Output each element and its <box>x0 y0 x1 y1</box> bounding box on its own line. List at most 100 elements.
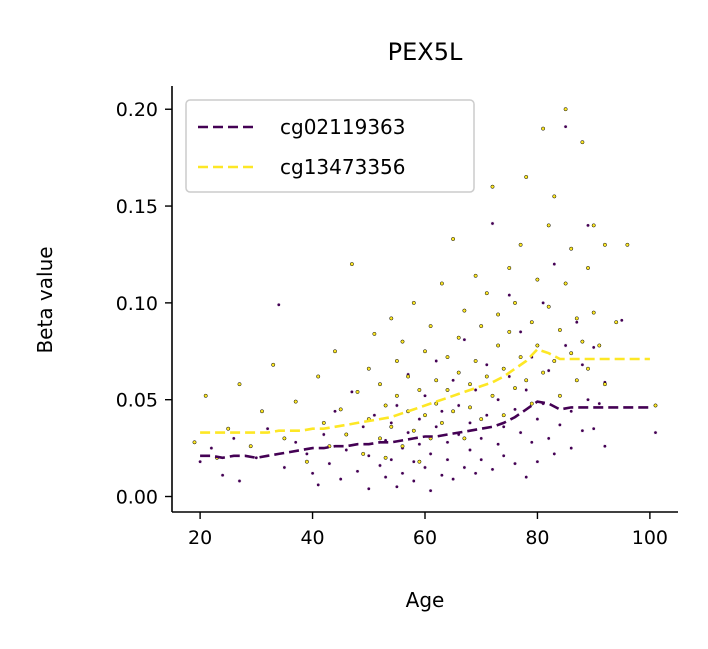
y-tick-label-1: 0.05 <box>116 390 158 412</box>
trend-layer <box>200 347 650 460</box>
data-point-series-2-88 <box>557 393 562 398</box>
data-point-series-2-26 <box>383 455 388 460</box>
data-point-series-1-26 <box>383 475 388 480</box>
data-point-series-1-80 <box>535 417 540 422</box>
legend-label-series-1: cg02119363 <box>280 115 406 139</box>
data-point-series-2-35 <box>411 428 416 433</box>
data-point-series-1-93 <box>569 446 574 451</box>
y-tick-label-2: 0.10 <box>116 293 158 315</box>
data-point-series-2-61 <box>484 374 489 379</box>
data-point-series-2-97 <box>586 266 590 270</box>
data-point-series-2-15 <box>338 407 343 412</box>
data-point-series-2-6 <box>260 409 264 414</box>
data-point-series-2-29 <box>394 359 399 363</box>
data-point-series-2-11 <box>316 374 321 379</box>
data-point-series-1-101 <box>591 345 596 350</box>
data-point-series-2-31 <box>400 444 405 449</box>
data-point-series-2-91 <box>569 351 574 356</box>
data-point-series-1-2 <box>220 473 225 478</box>
data-point-series-1-11 <box>310 471 315 476</box>
data-point-series-2-59 <box>479 417 484 422</box>
data-point-series-1-84 <box>546 436 551 441</box>
data-point-series-2-76 <box>524 378 529 383</box>
data-point-series-1-56 <box>468 448 472 452</box>
data-point-series-2-25 <box>383 403 388 408</box>
data-point-series-2-1 <box>203 393 208 398</box>
data-point-series-2-95 <box>580 140 585 145</box>
data-point-series-2-9 <box>293 399 298 404</box>
data-point-series-1-19 <box>355 469 360 474</box>
data-point-series-1-48 <box>445 440 450 445</box>
data-point-series-1-61 <box>479 457 484 462</box>
data-point-series-2-100 <box>591 223 596 228</box>
data-point-series-2-39 <box>423 349 427 354</box>
data-point-series-1-81 <box>535 459 540 464</box>
data-point-series-2-94 <box>574 378 579 383</box>
data-point-series-2-30 <box>394 393 399 398</box>
data-point-series-2-85 <box>552 359 557 363</box>
data-point-series-1-98 <box>586 223 590 228</box>
data-point-series-2-43 <box>434 378 439 383</box>
data-point-series-1-75 <box>518 329 523 334</box>
data-point-series-2-0 <box>192 440 197 445</box>
data-point-series-1-54 <box>462 465 467 470</box>
data-point-series-2-74 <box>518 242 523 247</box>
data-point-series-1-45 <box>434 359 439 363</box>
data-point-series-1-16 <box>338 477 343 482</box>
data-point-series-1-1 <box>209 446 214 451</box>
data-point-series-1-53 <box>456 403 461 408</box>
data-point-series-1-67 <box>496 397 501 402</box>
data-point-series-1-102 <box>597 401 602 406</box>
data-point-series-2-36 <box>411 300 416 305</box>
data-point-series-1-77 <box>524 388 529 392</box>
data-point-series-1-23 <box>372 413 377 418</box>
data-point-series-1-37 <box>411 479 416 483</box>
data-point-series-1-36 <box>411 459 416 464</box>
data-point-series-1-99 <box>586 397 590 402</box>
data-point-series-1-42 <box>428 451 433 456</box>
data-point-series-1-41 <box>423 393 427 398</box>
data-point-series-1-6 <box>265 426 270 431</box>
data-point-series-2-87 <box>557 328 562 332</box>
data-point-series-2-101 <box>597 343 602 348</box>
data-point-series-2-37 <box>417 388 422 392</box>
x-tick-label-2: 60 <box>413 527 437 549</box>
data-point-series-1-38 <box>417 417 422 422</box>
data-point-series-1-62 <box>484 362 489 367</box>
data-point-series-2-104 <box>614 320 619 325</box>
data-point-series-1-3 <box>231 436 236 441</box>
data-point-series-2-19 <box>361 451 366 456</box>
data-point-series-2-77 <box>529 320 534 325</box>
data-point-series-1-71 <box>507 374 512 379</box>
data-point-series-1-89 <box>557 422 562 427</box>
data-point-series-1-5 <box>254 455 259 460</box>
data-point-series-1-39 <box>417 442 422 447</box>
data-point-series-2-28 <box>389 424 394 429</box>
data-point-series-2-58 <box>473 359 478 363</box>
data-point-series-2-66 <box>496 312 501 317</box>
data-point-series-1-103 <box>602 444 607 449</box>
data-point-series-2-49 <box>451 237 456 241</box>
data-point-series-1-69 <box>501 453 506 458</box>
x-tick-label-4: 100 <box>632 527 668 549</box>
data-point-series-1-7 <box>276 302 281 307</box>
data-point-series-2-71 <box>513 386 517 391</box>
data-point-series-2-47 <box>445 355 450 360</box>
data-point-series-1-76 <box>524 475 529 480</box>
data-point-series-1-100 <box>591 426 596 431</box>
data-point-series-1-64 <box>490 467 495 472</box>
data-point-series-2-5 <box>248 444 253 449</box>
data-point-series-2-10 <box>304 459 309 464</box>
data-point-series-2-32 <box>400 339 405 344</box>
data-point-series-2-50 <box>451 409 456 414</box>
data-point-series-1-0 <box>198 459 203 464</box>
chart-title: PEX5L <box>388 38 463 66</box>
x-tick-label-1: 40 <box>300 527 324 549</box>
data-point-series-2-102 <box>602 242 607 247</box>
data-point-series-2-69 <box>507 266 512 270</box>
data-point-series-1-94 <box>574 320 579 325</box>
data-point-series-1-65 <box>490 221 495 226</box>
data-point-series-1-73 <box>513 407 517 412</box>
